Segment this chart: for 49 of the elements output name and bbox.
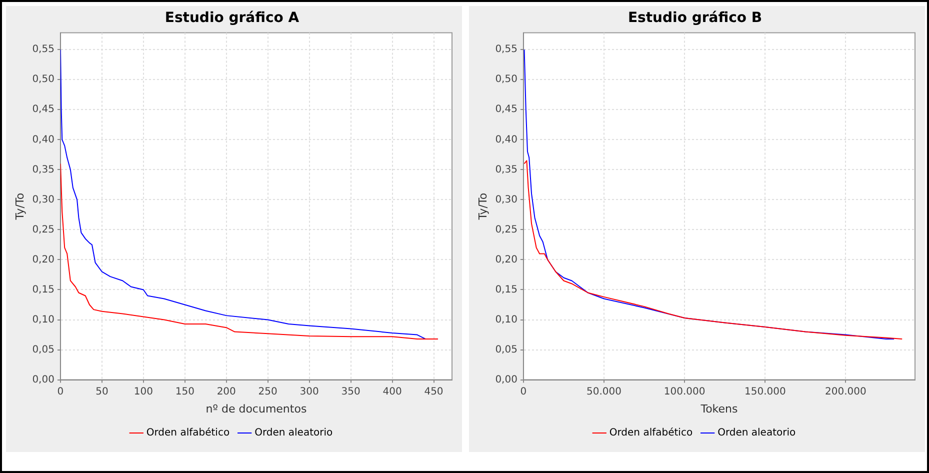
x-tick-label: 350: [341, 386, 360, 398]
y-tick-label: 0,10: [32, 314, 54, 326]
y-tick-label: 0,15: [495, 284, 518, 296]
x-tick-label: 100: [134, 386, 153, 398]
y-tick-label: 0,10: [495, 314, 518, 326]
x-tick-label: 300: [300, 386, 319, 398]
y-tick-label: 0,20: [32, 254, 54, 266]
x-tick-label: 200: [216, 386, 236, 398]
y-axis-title: Ty/To: [13, 192, 26, 221]
y-tick-label: 0,30: [32, 194, 54, 206]
y-tick-label: 0,50: [32, 74, 54, 86]
y-tick-label: 0,00: [495, 374, 518, 386]
x-tick-label: 150: [175, 386, 194, 398]
legend-label: Orden alfabético: [609, 428, 693, 439]
y-tick-label: 0,15: [32, 284, 54, 296]
legend-label: Orden aleatorio: [254, 428, 333, 439]
y-tick-label: 0,35: [495, 164, 518, 176]
x-tick-label: 150.000: [744, 386, 786, 398]
x-tick-label: 50.000: [586, 386, 622, 398]
y-tick-label: 0,55: [495, 44, 518, 56]
y-tick-label: 0,25: [32, 224, 54, 236]
y-tick-label: 0,30: [495, 194, 518, 206]
x-tick-label: 250: [258, 386, 278, 398]
y-tick-label: 0,05: [32, 344, 54, 356]
x-tick-label: 0: [57, 386, 64, 398]
y-tick-label: 0,50: [495, 74, 518, 86]
y-tick-label: 0,05: [495, 344, 518, 356]
y-tick-label: 0,20: [495, 254, 518, 266]
x-tick-label: 200.000: [825, 386, 866, 398]
x-tick-label: 100.000: [664, 386, 706, 398]
y-tick-label: 0,45: [32, 104, 54, 116]
x-tick-label: 450: [424, 386, 444, 398]
y-tick-label: 0,55: [32, 44, 54, 56]
chart-title: Estudio gráfico B: [628, 10, 762, 26]
x-axis-title: Tokens: [700, 402, 738, 416]
y-tick-label: 0,40: [495, 134, 518, 146]
y-tick-label: 0,00: [32, 374, 54, 386]
x-tick-label: 50: [96, 386, 108, 398]
y-tick-label: 0,45: [495, 104, 518, 116]
x-tick-label: 400: [382, 386, 402, 398]
x-tick-label: 0: [520, 386, 527, 398]
legend-label: Orden alfabético: [146, 428, 230, 439]
y-tick-label: 0,25: [495, 224, 518, 236]
legend-label: Orden aleatorio: [718, 428, 796, 439]
chart-title: Estudio gráfico A: [164, 10, 300, 26]
y-tick-label: 0,35: [32, 164, 54, 176]
y-tick-label: 0,40: [32, 134, 54, 146]
x-axis-title: nº de documentos: [206, 402, 307, 416]
y-axis-title: Ty/To: [476, 192, 490, 221]
